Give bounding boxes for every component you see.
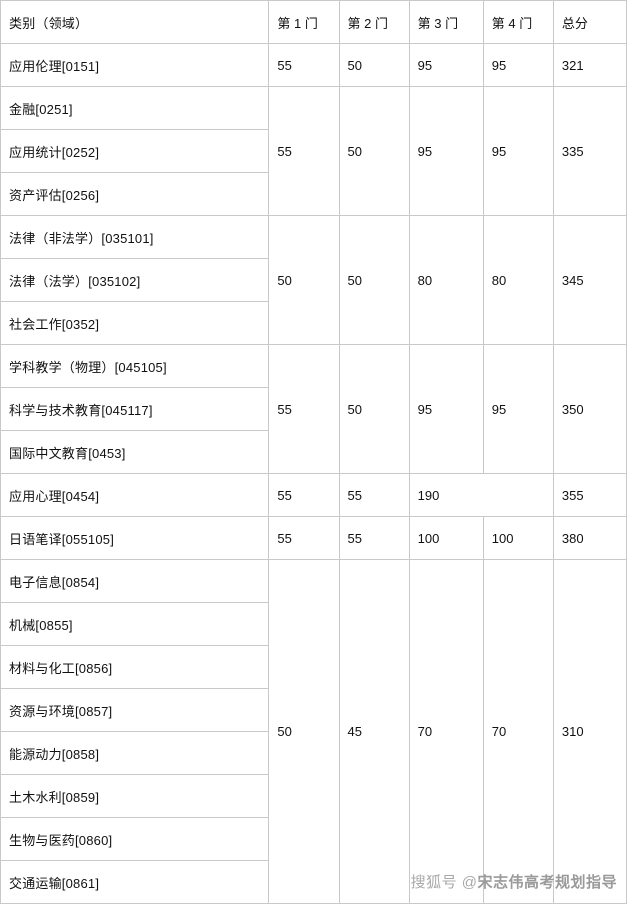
score-subject-4: 95 <box>482 344 554 474</box>
major-name: 金融[0251] <box>0 86 270 130</box>
major-name: 学科教学（物理）[045105] <box>0 344 270 388</box>
major-name: 材料与化工[0856] <box>0 645 270 689</box>
table-row: 电子信息[0854] 50 45 70 70 310 <box>0 559 627 904</box>
major-name: 应用伦理[0151] <box>0 43 270 87</box>
major-name: 资源与环境[0857] <box>0 688 270 732</box>
score-total: 335 <box>552 86 627 216</box>
score-subject-4: 100 <box>482 516 554 560</box>
score-subject-1: 50 <box>268 559 340 904</box>
major-name: 社会工作[0352] <box>0 301 270 345</box>
score-total: 321 <box>552 43 627 87</box>
score-subject-3: 95 <box>408 86 484 216</box>
score-subject-1: 50 <box>268 215 340 345</box>
table-row: 应用伦理[0151] 55 50 95 95 321 <box>0 43 627 87</box>
major-name: 资产评估[0256] <box>0 172 270 216</box>
table-row: 交通运输[0861] <box>0 860 627 904</box>
score-subject-3: 80 <box>408 215 484 345</box>
score-subject-4: 95 <box>482 43 554 87</box>
score-subject-3: 95 <box>408 43 484 87</box>
header-subject-3: 第 3 门 <box>408 0 484 44</box>
table-row: 资源与环境[0857] <box>0 688 627 732</box>
score-total: 355 <box>552 473 627 517</box>
table-row: 材料与化工[0856] <box>0 645 627 689</box>
score-total: 380 <box>552 516 627 560</box>
score-subject-2: 55 <box>338 473 410 517</box>
score-subject-1: 55 <box>268 86 340 216</box>
watermark: 搜狐号 @宋志伟高考规划指导 <box>411 871 617 892</box>
major-name: 应用统计[0252] <box>0 129 270 173</box>
table-row: 学科教学（物理）[045105] 55 50 95 95 350 <box>0 344 627 474</box>
major-name: 电子信息[0854] <box>0 559 270 603</box>
table-row: 生物与医药[0860] <box>0 817 627 861</box>
table-row: 科学与技术教育[045117] <box>0 387 627 431</box>
watermark-name: 宋志伟高考规划指导 <box>477 874 617 891</box>
major-name: 能源动力[0858] <box>0 731 270 775</box>
score-subject-1: 55 <box>268 473 340 517</box>
watermark-prefix: 搜狐号 @ <box>410 874 478 891</box>
score-subject-4: 95 <box>482 86 554 216</box>
header-total: 总分 <box>552 0 627 44</box>
score-total: 345 <box>552 215 627 345</box>
score-subject-2: 50 <box>338 86 410 216</box>
score-subject-3: 70 <box>408 559 484 904</box>
table-row: 能源动力[0858] <box>0 731 627 775</box>
header-subject-4: 第 4 门 <box>482 0 554 44</box>
major-name: 日语笔译[055105] <box>0 516 270 560</box>
table-row: 资产评估[0256] <box>0 172 627 216</box>
major-name: 国际中文教育[0453] <box>0 430 270 474</box>
score-subject-3: 95 <box>408 344 484 474</box>
score-subject-4: 80 <box>482 215 554 345</box>
score-subject-2: 45 <box>338 559 410 904</box>
table-row: 国际中文教育[0453] <box>0 430 627 474</box>
table-row: 机械[0855] <box>0 602 627 646</box>
score-subject-2: 50 <box>338 344 410 474</box>
score-subject-2: 50 <box>338 215 410 345</box>
major-name: 科学与技术教育[045117] <box>0 387 270 431</box>
header-subject-1: 第 1 门 <box>268 0 340 44</box>
table-row: 社会工作[0352] <box>0 301 627 345</box>
table-row: 应用统计[0252] <box>0 129 627 173</box>
major-name: 法律（非法学）[035101] <box>0 215 270 259</box>
score-subject-4: 70 <box>482 559 554 904</box>
score-subject-2: 55 <box>338 516 410 560</box>
table-row: 土木水利[0859] <box>0 774 627 818</box>
major-name: 交通运输[0861] <box>0 860 270 904</box>
score-subject-3: 190 <box>408 473 554 517</box>
table-row: 应用心理[0454] 55 55 190 355 <box>0 473 627 517</box>
table-row: 法律（非法学）[035101] 50 50 80 80 345 <box>0 215 627 345</box>
score-subject-3: 100 <box>408 516 484 560</box>
major-name: 机械[0855] <box>0 602 270 646</box>
score-subject-1: 55 <box>268 344 340 474</box>
score-subject-1: 55 <box>268 43 340 87</box>
table-header-row: 类别（领域） 第 1 门 第 2 门 第 3 门 第 4 门 总分 <box>0 0 627 44</box>
header-subject-2: 第 2 门 <box>338 0 410 44</box>
score-total: 310 <box>552 559 627 904</box>
table-row: 金融[0251] 55 50 95 95 335 <box>0 86 627 216</box>
score-total: 350 <box>552 344 627 474</box>
major-name: 法律（法学）[035102] <box>0 258 270 302</box>
score-subject-2: 50 <box>338 43 410 87</box>
major-name: 土木水利[0859] <box>0 774 270 818</box>
major-name: 应用心理[0454] <box>0 473 270 517</box>
header-category: 类别（领域） <box>0 0 270 44</box>
score-subject-1: 55 <box>268 516 340 560</box>
table-row: 日语笔译[055105] 55 55 100 100 380 <box>0 516 627 560</box>
major-name: 生物与医药[0860] <box>0 817 270 861</box>
